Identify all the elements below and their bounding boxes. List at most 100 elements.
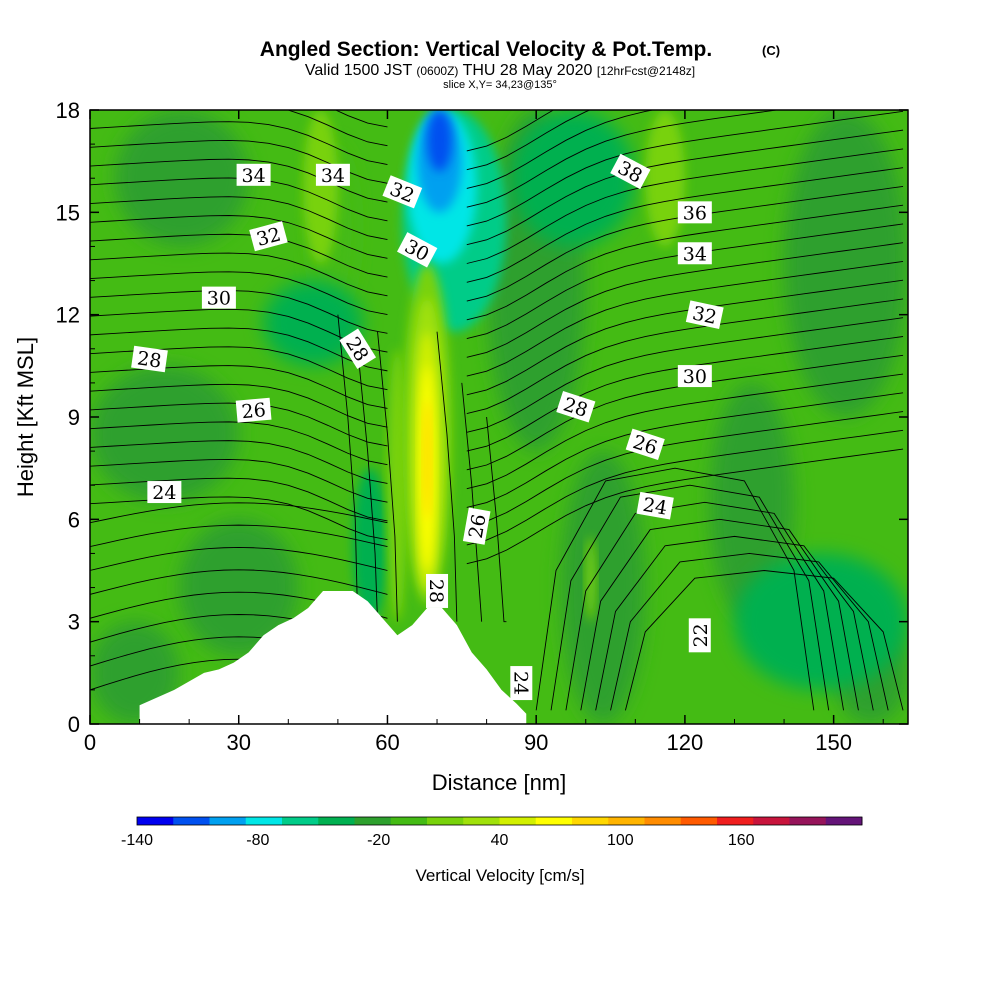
theta-label-9: 32 [685, 300, 724, 329]
velocity-shade [734, 553, 908, 690]
colorbar-swatch [572, 817, 609, 825]
colorbar-swatch [354, 817, 392, 825]
theta-contour [466, 411, 904, 527]
x-tick-label: 60 [375, 730, 399, 755]
x-tick-label: 90 [524, 730, 548, 755]
theta-contour [90, 110, 388, 147]
x-tick-label: 150 [815, 730, 852, 755]
theta-contour [466, 373, 904, 490]
colorbar-swatch [245, 817, 283, 825]
velocity-shade [560, 451, 646, 724]
colorbar-swatch [717, 817, 754, 825]
theta-label-bg [677, 242, 712, 265]
theta-label-14: 26 [235, 397, 272, 423]
y-tick-label: 3 [68, 610, 80, 635]
theta-label-text: 24 [641, 494, 669, 520]
theta-contour [486, 416, 507, 623]
theta-label-bg [236, 163, 271, 186]
velocity-shade [423, 399, 432, 520]
y-tick-label: 0 [68, 712, 80, 737]
theta-contour [90, 252, 388, 297]
colorbar-swatch [137, 817, 174, 825]
theta-label-text: 36 [683, 202, 707, 224]
theta-contour [466, 448, 904, 565]
velocity-shade [90, 365, 239, 503]
theta-contour [90, 365, 388, 409]
theta-label-bg [510, 666, 533, 701]
theta-label-text: 28 [425, 579, 447, 603]
y-tick-label: 15 [56, 200, 80, 225]
theta-label-bg [201, 286, 236, 309]
colorbar-tick-label: 160 [728, 832, 755, 849]
potential-temperature-contours [90, 110, 904, 711]
theta-contour [90, 440, 388, 484]
theta-label-text: 28 [136, 347, 163, 372]
theta-contour [466, 429, 904, 546]
theta-contour [90, 121, 388, 165]
theta-contour [436, 331, 458, 622]
theta-label-bg [397, 232, 438, 268]
colorbar-swatch [644, 817, 682, 825]
colorbar-swatch [427, 817, 464, 825]
theta-label-bg [636, 491, 674, 520]
velocity-shade [645, 110, 685, 247]
theta-contour [90, 271, 388, 316]
theta-contour [466, 110, 904, 227]
subtitle-date: THU 28 May 2020 [463, 62, 593, 79]
theta-contour [90, 458, 388, 503]
theta-contour [466, 298, 904, 415]
x-tick-label: 120 [667, 730, 704, 755]
theta-label-text: 30 [683, 366, 707, 388]
theta-contour [90, 502, 388, 524]
x-tick-label: 30 [226, 730, 250, 755]
theta-label-12: 30 [677, 365, 712, 388]
theta-label-text: 34 [242, 165, 266, 187]
theta-contour [90, 233, 388, 278]
theta-label-4: 36 [677, 201, 712, 224]
colorbar-swatch [390, 817, 428, 825]
theta-label-text: 24 [509, 671, 531, 695]
colorbar-swatch [499, 817, 537, 825]
theta-label-text: 34 [321, 165, 345, 187]
theta-label-17: 24 [636, 491, 674, 520]
theta-contour [90, 308, 388, 353]
theta-label-19: 28 [425, 573, 449, 608]
theta-label-bg [677, 365, 712, 388]
theta-contour [90, 215, 388, 259]
theta-label-bg [426, 573, 449, 608]
velocity-shade [387, 348, 408, 622]
theta-contour [90, 158, 388, 203]
theta-contour [610, 552, 889, 711]
theta-label-bg [688, 618, 711, 653]
theta-label-8: 30 [201, 286, 236, 310]
velocity-shade [352, 468, 388, 622]
theta-label-20: 22 [688, 618, 712, 653]
colorbar-tick-label: 100 [607, 832, 634, 849]
theta-contour [90, 383, 388, 428]
theta-label-text: 34 [683, 243, 707, 265]
chart-title: Angled Section: Vertical Velocity & Pot.… [260, 38, 712, 61]
terrain [139, 590, 527, 724]
colorbar-swatch [753, 817, 790, 825]
theta-label-21: 24 [509, 666, 533, 701]
theta-label-text: 24 [152, 482, 176, 504]
theta-contour [466, 110, 555, 152]
y-tick-label: 18 [56, 98, 80, 123]
slice-label: slice X,Y= 34,23@135° [443, 79, 557, 91]
theta-contour [90, 547, 388, 571]
subtitle-valid: Valid 1500 JST [305, 62, 413, 79]
velocity-shade [179, 519, 299, 656]
theta-contour [466, 167, 904, 283]
theta-label-bg [685, 300, 724, 329]
colorbar-tick-label: 40 [491, 832, 509, 849]
theta-contour [357, 348, 378, 622]
theta-contour [466, 392, 904, 508]
theta-contour [624, 570, 904, 711]
x-axis-title: Distance [nm] [432, 770, 567, 795]
theta-contour [565, 501, 844, 711]
velocity-shade [263, 280, 363, 366]
theta-contour [466, 279, 904, 396]
